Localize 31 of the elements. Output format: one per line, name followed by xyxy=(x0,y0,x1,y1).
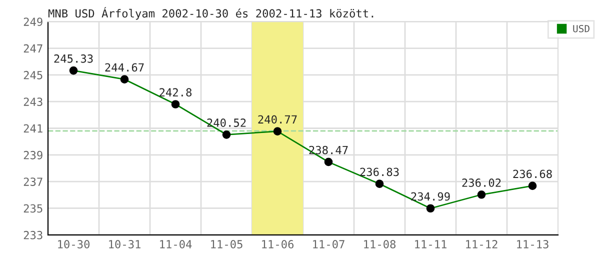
y-tick-label: 239 xyxy=(24,150,42,160)
x-tick-label: 11-12 xyxy=(466,240,498,248)
data-label: 238.47 xyxy=(309,146,348,154)
data-label: 236.02 xyxy=(462,178,501,187)
y-tick-label: 233 xyxy=(24,230,42,240)
x-tick-label: 11-13 xyxy=(517,240,548,248)
data-label: 242.8 xyxy=(160,88,192,97)
y-tick-label: 249 xyxy=(24,18,42,26)
legend-label: USD xyxy=(573,24,590,32)
data-label: 236.83 xyxy=(360,168,399,176)
data-label: 240.52 xyxy=(207,118,246,127)
x-tick-label: 11-06 xyxy=(262,240,294,248)
x-tick-label: 11-04 xyxy=(160,240,192,248)
y-tick-label: 247 xyxy=(24,44,42,53)
data-label: 234.99 xyxy=(411,192,450,201)
y-tick-label: 241 xyxy=(24,124,42,132)
x-tick-label: 11-11 xyxy=(415,240,446,248)
data-label: 245.33 xyxy=(54,54,93,63)
x-tick-label: 11-08 xyxy=(364,240,396,248)
x-tick-label: 11-07 xyxy=(313,240,344,248)
x-tick-label: 11-05 xyxy=(211,240,242,248)
y-tick-label: 237 xyxy=(24,178,42,186)
y-tick-label: 243 xyxy=(24,98,42,106)
data-label: 240.77 xyxy=(258,115,297,124)
y-tick-label: 235 xyxy=(24,204,42,213)
x-tick-label: 10-31 xyxy=(109,240,140,248)
data-label: 236.68 xyxy=(513,170,552,178)
chart-title: MNB USD Árfolyam 2002-10-30 és 2002-11-13 között. xyxy=(48,7,374,20)
y-tick-label: 245 xyxy=(24,70,42,80)
x-tick-label: 10-30 xyxy=(58,240,90,248)
data-label: 244.67 xyxy=(105,63,144,72)
